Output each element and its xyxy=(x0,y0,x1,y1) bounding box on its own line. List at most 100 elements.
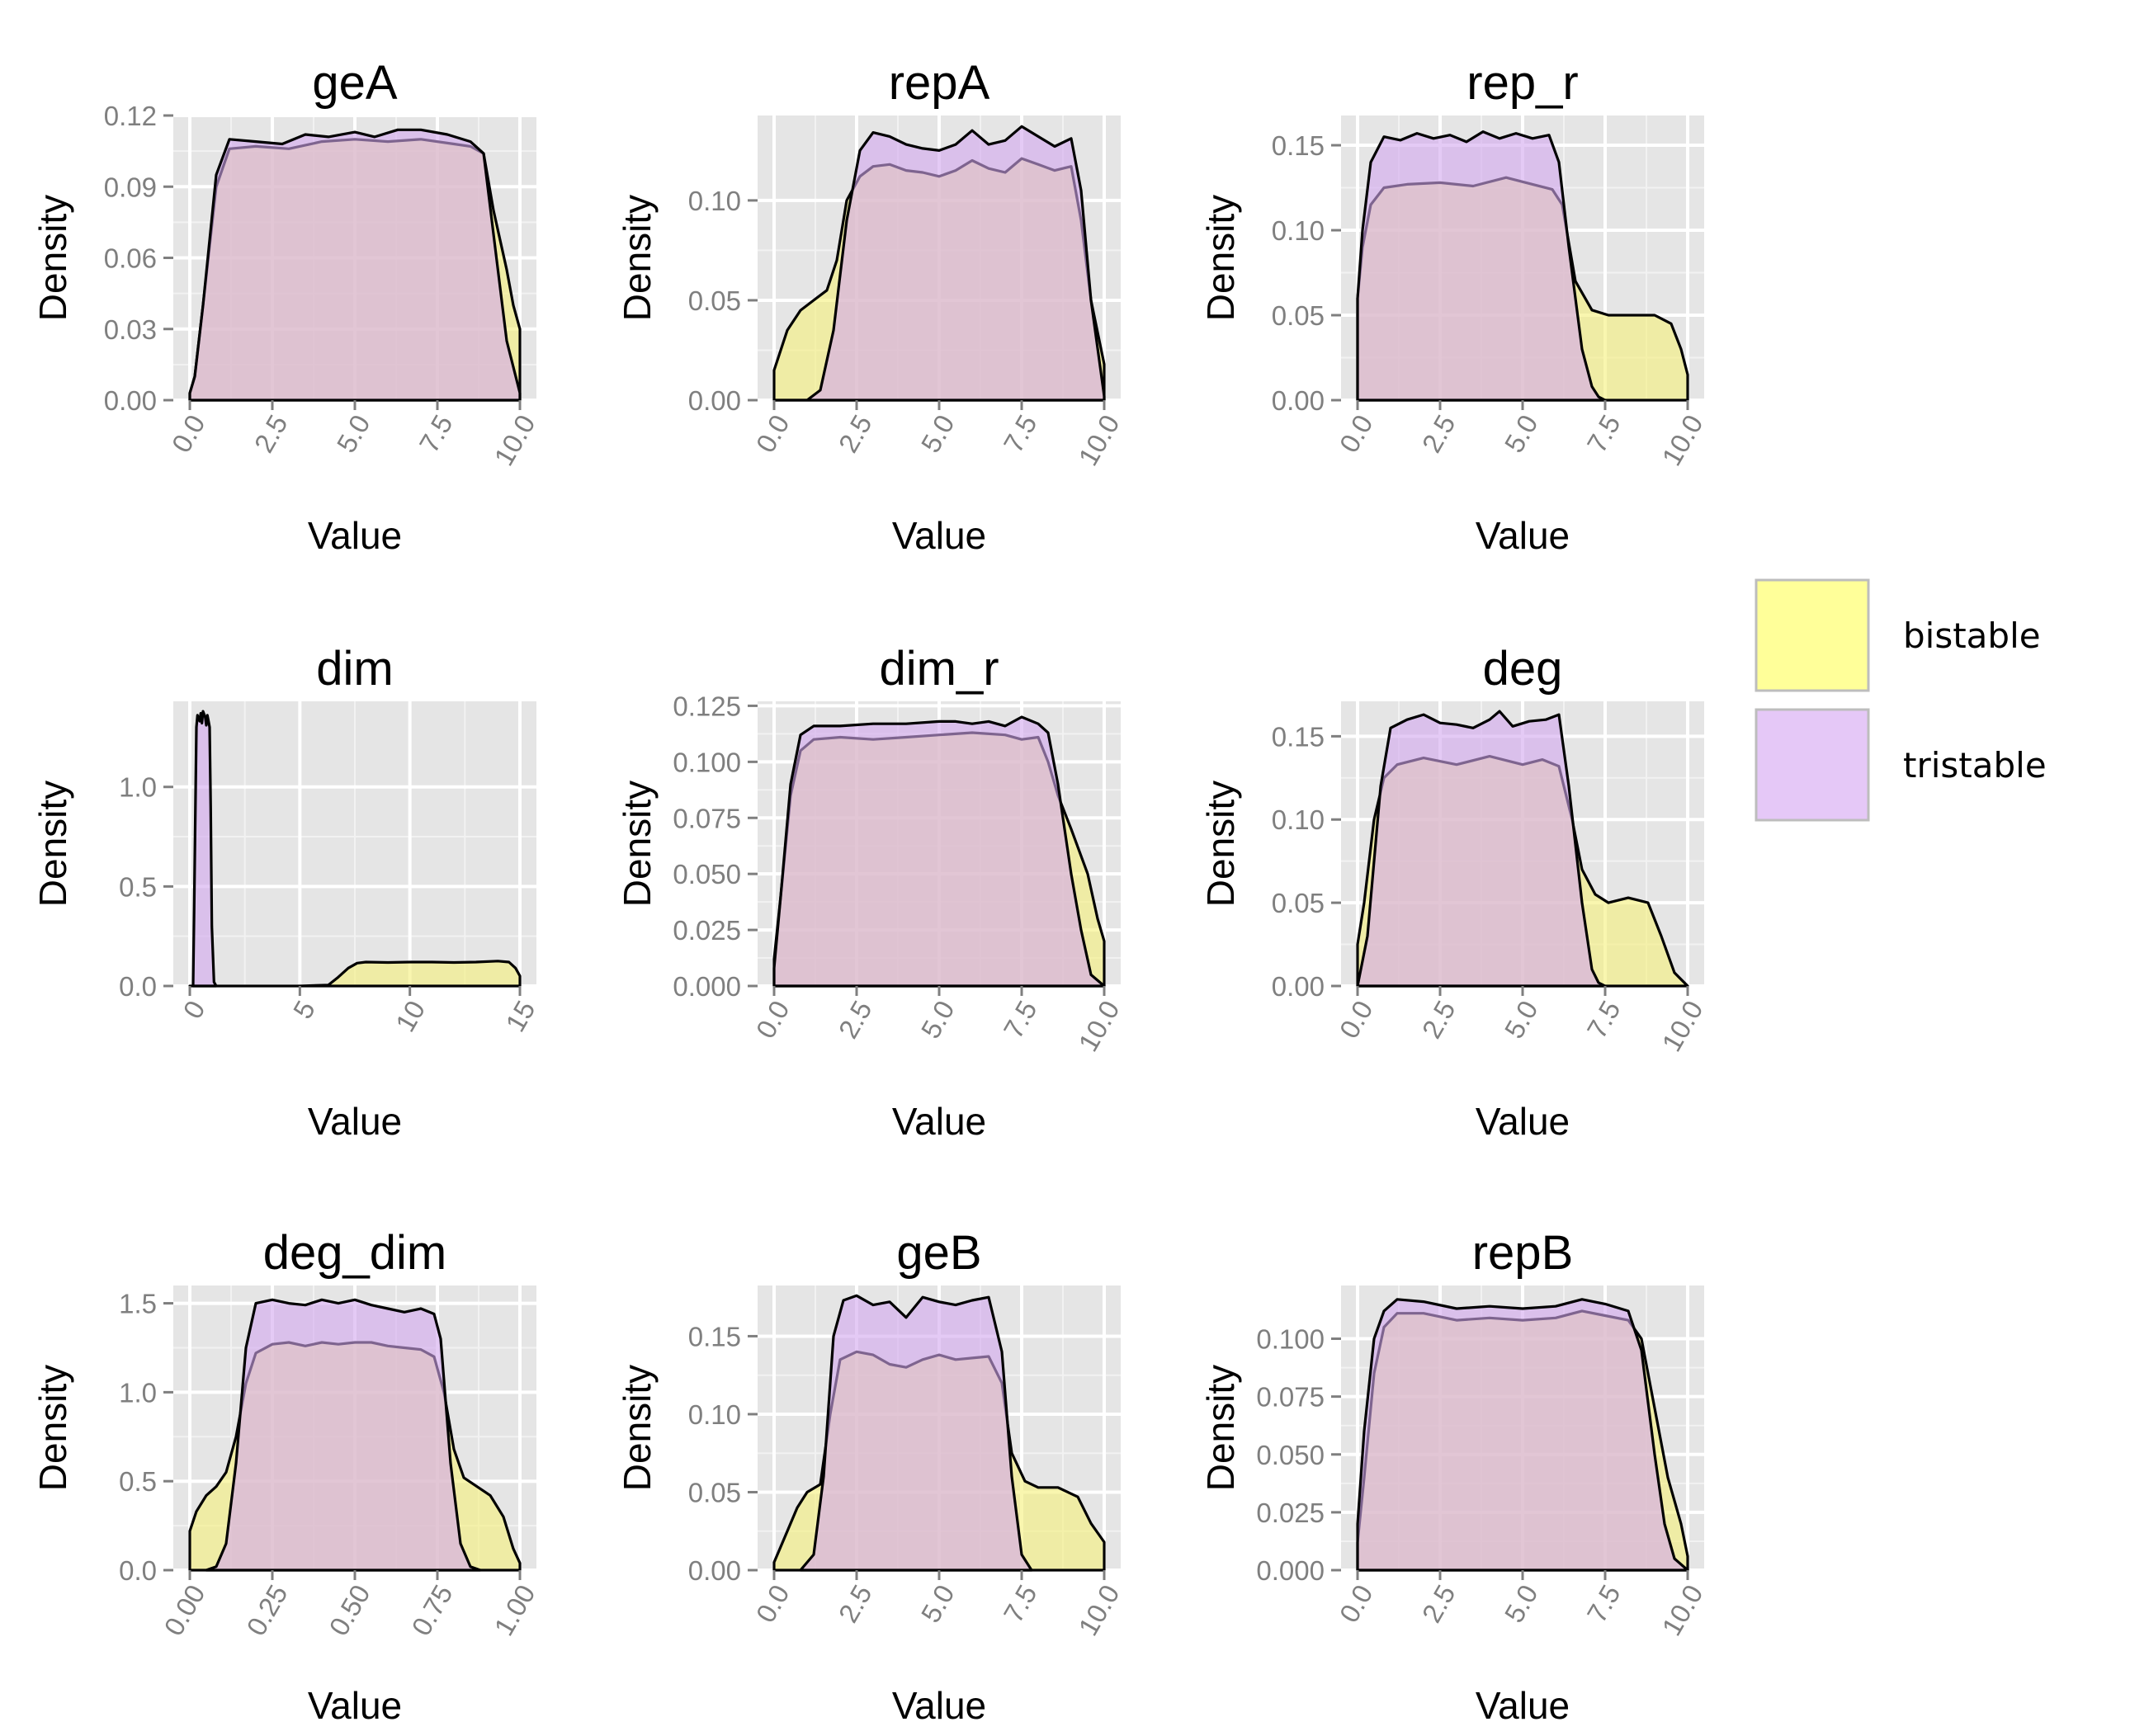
panel-repB: 0.0 2.5 5.0 7.5 10.0 0.000 0.025 0.050 0.075 0.10… xyxy=(1199,1226,1709,1727)
x-tick-label: 0.50 xyxy=(323,1579,375,1640)
x-tick-label: 2.5 xyxy=(833,409,878,457)
x-tick-label: 10.0 xyxy=(1655,1579,1708,1640)
x-tick-label: 0.0 xyxy=(750,409,796,457)
x-axis-label: Value xyxy=(892,514,986,557)
y-tick-label: 0.00 xyxy=(688,1555,741,1586)
x-tick-label: 2.5 xyxy=(833,1579,878,1627)
x-axis-label: Value xyxy=(1476,1100,1570,1143)
panel-dim: 0 5 10 15 0.0 0.5 1.0 dim Value Density xyxy=(31,642,541,1143)
legend-label-bistable: bistable xyxy=(1903,616,2041,656)
x-tick-label: 5.0 xyxy=(331,409,376,457)
y-tick-label: 0.00 xyxy=(104,385,157,416)
y-tick-label: 0.10 xyxy=(688,1399,741,1430)
panel-title: geB xyxy=(896,1226,981,1280)
x-axis-label: Value xyxy=(1476,1684,1570,1727)
legend-label-tristable: tristable xyxy=(1903,745,2047,785)
y-axis-label: Density xyxy=(1199,781,1242,907)
panel-dim_r: 0.0 2.5 5.0 7.5 10.0 0.000 0.025 0.050 0.075 0.10… xyxy=(616,642,1126,1143)
y-tick-label: 0.5 xyxy=(119,1466,157,1497)
y-tick-label: 0.05 xyxy=(688,1477,741,1507)
y-tick-label: 0.09 xyxy=(104,172,157,202)
y-axis-label: Density xyxy=(616,1365,659,1491)
y-tick-label: 1.0 xyxy=(119,772,157,803)
x-axis-label: Value xyxy=(308,1100,402,1143)
y-tick-label: 0.10 xyxy=(1272,804,1325,835)
density-area-tristable xyxy=(1356,130,1607,402)
y-tick-label: 0.10 xyxy=(688,186,741,216)
density-area-tristable xyxy=(1356,710,1607,988)
x-tick-label: 0.25 xyxy=(240,1579,293,1640)
x-tick-label: 2.5 xyxy=(1416,995,1462,1043)
y-tick-label: 0.00 xyxy=(1272,971,1325,1002)
y-tick-label: 0.15 xyxy=(1272,130,1325,161)
x-tick-label: 10.0 xyxy=(488,409,541,470)
y-tick-label: 0.025 xyxy=(1256,1498,1325,1528)
density-area-tristable xyxy=(772,715,1106,988)
x-tick-label: 0.0 xyxy=(750,1579,796,1627)
panel-title: repB xyxy=(1472,1226,1574,1280)
density-area-bistable xyxy=(188,960,522,988)
y-tick-label: 0.15 xyxy=(688,1321,741,1352)
panel-deg_dim: 0.00 0.25 0.50 0.75 1.00 0.0 0.5 1.0 1.5 deg_dim V… xyxy=(31,1226,541,1727)
panel-title: deg xyxy=(1483,642,1563,696)
density-area-tristable xyxy=(191,710,218,988)
y-tick-label: 0.000 xyxy=(673,971,741,1002)
y-tick-label: 1.0 xyxy=(119,1377,157,1408)
x-tick-label: 0.0 xyxy=(750,995,796,1043)
x-axis-label: Value xyxy=(308,514,402,557)
y-axis-label: Density xyxy=(1199,195,1242,321)
x-tick-label: 7.5 xyxy=(998,1579,1043,1627)
x-tick-label: 5.0 xyxy=(1499,1579,1544,1627)
y-tick-label: 0.125 xyxy=(673,691,741,721)
y-tick-label: 0.050 xyxy=(1256,1440,1325,1470)
x-tick-label: 7.5 xyxy=(1581,409,1627,457)
x-tick-label: 10.0 xyxy=(1655,409,1708,470)
x-tick-label: 5.0 xyxy=(915,995,961,1043)
x-tick-label: 5.0 xyxy=(915,409,961,457)
y-tick-label: 0.15 xyxy=(1272,721,1325,752)
x-tick-label: 0.0 xyxy=(166,409,211,457)
y-axis-label: Density xyxy=(1199,1365,1242,1491)
y-axis-label: Density xyxy=(616,781,659,907)
y-tick-label: 0.075 xyxy=(1256,1382,1325,1413)
y-tick-label: 0.05 xyxy=(1272,888,1325,918)
panel-title: repA xyxy=(889,56,990,110)
x-tick-label: 10.0 xyxy=(1072,995,1125,1056)
panel-grid: 0.0 2.5 5.0 7.5 10.00.000.030.060.090.12geAV… xyxy=(31,56,1709,1727)
density-area-tristable xyxy=(1356,1298,1689,1572)
panel-title: rep_r xyxy=(1466,56,1578,110)
y-tick-label: 0.0 xyxy=(119,971,157,1002)
x-tick-label: 2.5 xyxy=(1416,409,1462,457)
y-tick-label: 0.00 xyxy=(688,385,741,416)
x-tick-label: 0.0 xyxy=(1334,409,1379,457)
y-tick-label: 0.100 xyxy=(673,747,741,777)
y-tick-label: 0.00 xyxy=(1272,385,1325,416)
x-axis-label: Value xyxy=(1476,514,1570,557)
x-tick-label: 10.0 xyxy=(1072,409,1125,470)
density-area-tristable xyxy=(188,128,522,402)
x-tick-label: 7.5 xyxy=(413,409,459,457)
x-tick-label: 7.5 xyxy=(1581,1579,1627,1627)
y-tick-label: 0.05 xyxy=(1272,300,1325,331)
x-tick-label: 0.00 xyxy=(158,1579,210,1640)
x-tick-label: 15 xyxy=(499,995,541,1036)
panel-title: geA xyxy=(312,56,398,110)
panel-rep_r: 0.0 2.5 5.0 7.5 10.0 0.00 0.05 0.10 0.15 rep_r Val… xyxy=(1199,56,1709,557)
x-tick-label: 2.5 xyxy=(1416,1579,1462,1627)
panel-repA: 0.0 2.5 5.0 7.5 10.0 0.00 0.05 0.10 repA Value Den… xyxy=(616,56,1126,557)
y-tick-label: 0.025 xyxy=(673,915,741,946)
x-axis-label: Value xyxy=(892,1100,986,1143)
x-tick-label: 7.5 xyxy=(998,409,1043,457)
x-axis-label: Value xyxy=(308,1684,402,1727)
x-tick-label: 0 xyxy=(177,995,210,1023)
y-tick-label: 0.10 xyxy=(1272,215,1325,246)
y-tick-label: 0.100 xyxy=(1256,1324,1325,1355)
x-tick-label: 10 xyxy=(390,995,431,1036)
y-tick-label: 0.5 xyxy=(119,871,157,902)
x-tick-label: 5 xyxy=(287,995,321,1023)
x-tick-label: 5.0 xyxy=(1499,409,1544,457)
x-tick-label: 5.0 xyxy=(915,1579,961,1627)
legend-key-bistable xyxy=(1755,578,1870,692)
x-tick-label: 7.5 xyxy=(998,995,1043,1043)
x-tick-label: 2.5 xyxy=(833,995,878,1043)
